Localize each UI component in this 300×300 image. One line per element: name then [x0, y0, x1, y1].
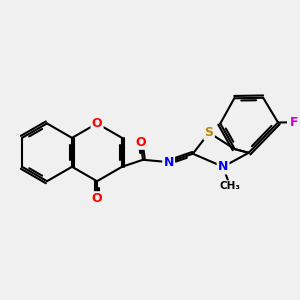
Text: F: F [290, 116, 298, 129]
Text: N: N [164, 156, 174, 169]
Text: O: O [92, 117, 102, 130]
Text: O: O [135, 136, 146, 148]
Text: S: S [205, 126, 214, 139]
Text: O: O [92, 192, 102, 206]
Text: CH₃: CH₃ [220, 181, 241, 191]
Text: N: N [218, 160, 228, 173]
